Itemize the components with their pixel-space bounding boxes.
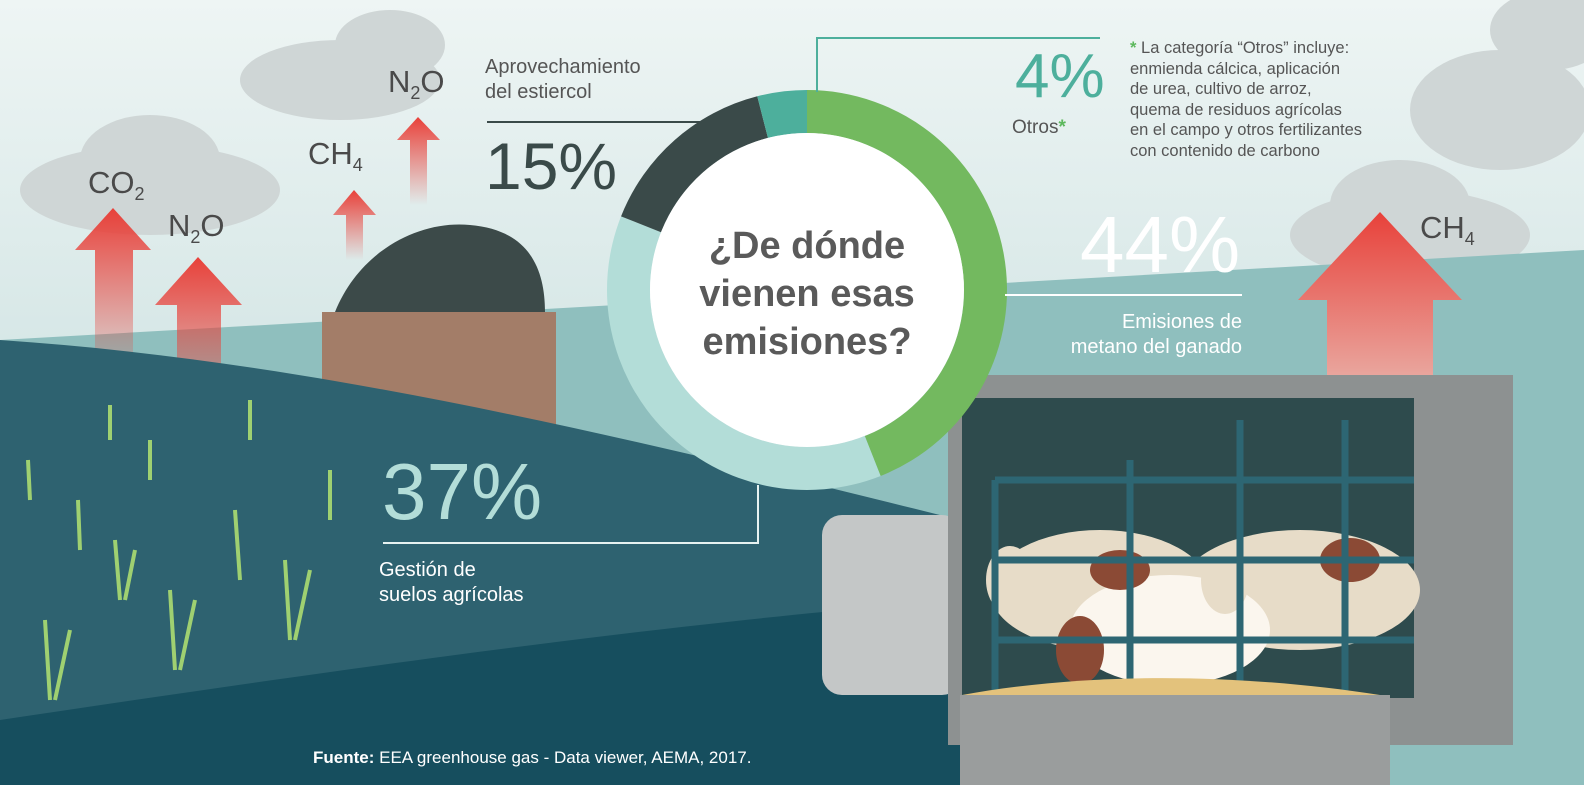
- source: Fuente: EEA greenhouse gas - Data viewer…: [313, 748, 751, 768]
- footnote-mark: *: [1130, 39, 1136, 57]
- gas-base: CH: [1420, 210, 1465, 245]
- footnote-mark: *: [1058, 117, 1065, 138]
- value-label: 37%: [382, 452, 542, 532]
- gas-sub: 2: [190, 227, 200, 247]
- gas-after: O: [420, 64, 444, 99]
- value-label: 15%: [485, 133, 617, 199]
- gas-after: O: [200, 208, 224, 243]
- category-label: Emisiones de metano del ganado: [1020, 310, 1242, 360]
- gas-label: CH4: [308, 136, 363, 176]
- chart-title: ¿De dónde vienen esas emisiones?: [650, 222, 964, 366]
- gas-sub: 2: [410, 83, 420, 103]
- gas-sub: 4: [353, 155, 363, 175]
- gas-label: N2O: [168, 208, 225, 248]
- category-label: Gestión de suelos agrícolas: [379, 558, 524, 608]
- category-label: Otros*: [1012, 117, 1066, 139]
- gas-base: N: [388, 64, 410, 99]
- source-text: EEA greenhouse gas - Data viewer, AEMA, …: [379, 748, 751, 767]
- gas-base: CH: [308, 136, 353, 171]
- category-label: Aprovechamiento del estiercol: [485, 55, 641, 105]
- note-text: La categoría “Otros” incluye: enmienda c…: [1130, 39, 1362, 160]
- tank: [822, 515, 962, 695]
- gas-sub: 4: [1465, 229, 1475, 249]
- source-label: Fuente:: [313, 748, 374, 767]
- value-label: 4%: [1015, 46, 1105, 108]
- gas-label: N2O: [388, 64, 445, 104]
- gas-label: CO2: [88, 165, 145, 205]
- gas-base: CO: [88, 165, 135, 200]
- value-label: 44%: [1080, 205, 1240, 285]
- gas-base: N: [168, 208, 190, 243]
- trough: [960, 695, 1390, 785]
- category-name: Otros: [1012, 117, 1058, 138]
- page: {"chart_data": {"type": "donut", "title"…: [0, 0, 1584, 785]
- note: * La categoría “Otros” incluye: enmienda…: [1130, 38, 1362, 161]
- gas-sub: 2: [135, 184, 145, 204]
- gas-label: CH4: [1420, 210, 1475, 250]
